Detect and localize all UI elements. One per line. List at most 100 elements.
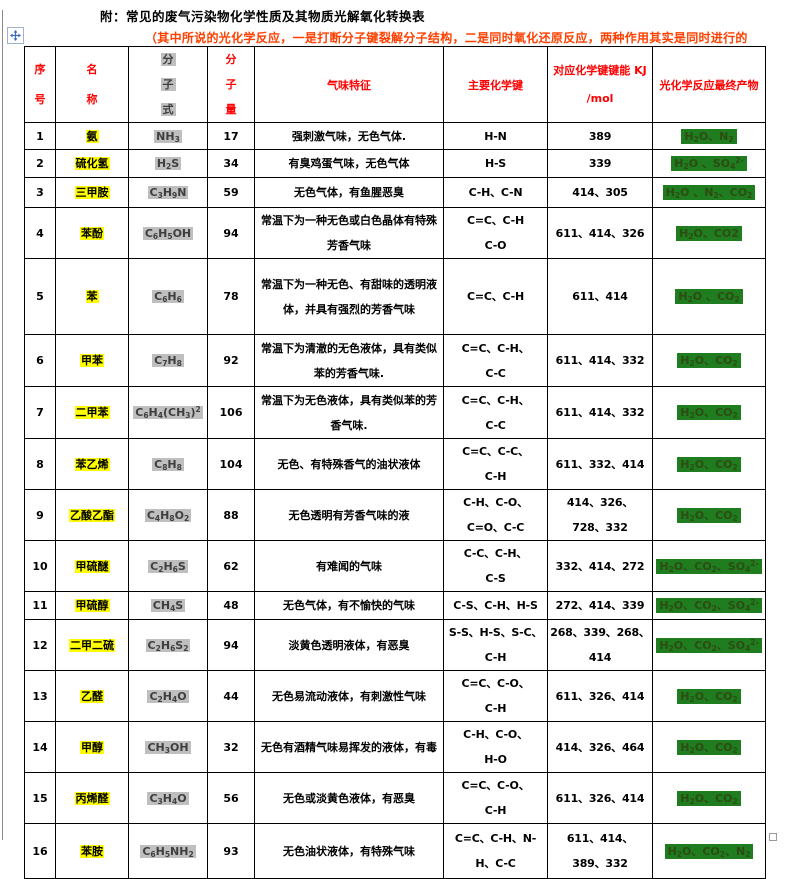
cell-formula[interactable]: C6H5OH bbox=[128, 207, 208, 259]
cell-bonds[interactable]: C=C、C-O、 C-H bbox=[443, 670, 548, 722]
cell-products[interactable]: H2O、CO2 bbox=[652, 670, 766, 722]
cell-bonds[interactable]: C=C、C-H、 C-C bbox=[443, 334, 548, 387]
page-subtitle[interactable]: （其中所说的光化学反应，一是打断分子键裂解分子结构，二是同时氧化还原反应，两种作… bbox=[145, 31, 748, 45]
cell-odor[interactable]: 无色透明有芳香气味的液 bbox=[254, 489, 444, 541]
cell-weight[interactable]: 62 bbox=[207, 540, 255, 592]
cell-name[interactable]: 三甲胺 bbox=[55, 177, 129, 208]
cell-name[interactable]: 硫化氢 bbox=[55, 149, 129, 178]
cell-bond-energy[interactable]: 611、332、414 bbox=[547, 438, 653, 490]
cell-bond-energy[interactable]: 414、326、 728、332 bbox=[547, 489, 653, 541]
cell-bond-energy[interactable]: 611、414、326 bbox=[547, 207, 653, 259]
cell-bond-energy[interactable]: 414、326、464 bbox=[547, 721, 653, 773]
cell-bonds[interactable]: C=C、C-H C-O bbox=[443, 207, 548, 259]
cell-formula[interactable]: H2S bbox=[128, 149, 208, 178]
cell-no[interactable]: 1 bbox=[24, 122, 56, 150]
cell-bonds[interactable]: C-H、C-O、 C=O、C-C bbox=[443, 489, 548, 541]
cell-name[interactable]: 乙酸乙酯 bbox=[55, 489, 129, 541]
cell-bond-energy[interactable]: 339 bbox=[547, 149, 653, 178]
cell-weight[interactable]: 34 bbox=[207, 149, 255, 178]
cell-no[interactable]: 2 bbox=[24, 149, 56, 178]
cell-bonds[interactable]: C-C、C-H、 C-S bbox=[443, 540, 548, 592]
cell-bond-energy[interactable]: 611、326、414 bbox=[547, 670, 653, 722]
cell-weight[interactable]: 32 bbox=[207, 721, 255, 773]
cell-products[interactable]: H2O 、N2、CO2 bbox=[652, 177, 766, 208]
cell-weight[interactable]: 106 bbox=[207, 386, 255, 439]
cell-name[interactable]: 甲苯 bbox=[55, 334, 129, 387]
cell-odor[interactable]: 无色、有特殊香气的油状液体 bbox=[254, 438, 444, 490]
cell-bonds[interactable]: C=C、C-H、 C-C bbox=[443, 386, 548, 439]
cell-products[interactable]: H2O、CO2 bbox=[652, 207, 766, 259]
table-move-handle[interactable] bbox=[7, 27, 24, 44]
cell-formula[interactable]: C6H6 bbox=[128, 258, 208, 335]
cell-bonds[interactable]: S-S、H-S、S-C、 C-H bbox=[443, 619, 548, 671]
cell-bond-energy[interactable]: 414、305 bbox=[547, 177, 653, 208]
cell-bonds[interactable]: C-S、C-H、H-S bbox=[443, 591, 548, 620]
cell-name[interactable]: 甲醇 bbox=[55, 721, 129, 773]
cell-weight[interactable]: 92 bbox=[207, 334, 255, 387]
cell-weight[interactable]: 93 bbox=[207, 823, 255, 879]
cell-formula[interactable]: C8H8 bbox=[128, 438, 208, 490]
cell-odor[interactable]: 无色易流动液体，有刺激性气味 bbox=[254, 670, 444, 722]
cell-formula[interactable]: CH3OH bbox=[128, 721, 208, 773]
cell-weight[interactable]: 78 bbox=[207, 258, 255, 335]
cell-no[interactable]: 11 bbox=[24, 591, 56, 620]
cell-odor[interactable]: 无色或淡黄色液体，有恶臭 bbox=[254, 772, 444, 824]
cell-bond-energy[interactable]: 611、414、332 bbox=[547, 334, 653, 387]
cell-name[interactable]: 甲硫醚 bbox=[55, 540, 129, 592]
cell-no[interactable]: 7 bbox=[24, 386, 56, 439]
cell-bonds[interactable]: H-S bbox=[443, 149, 548, 178]
cell-weight[interactable]: 88 bbox=[207, 489, 255, 541]
cell-bond-energy[interactable]: 272、414、339 bbox=[547, 591, 653, 620]
cell-formula[interactable]: C2H6S2 bbox=[128, 619, 208, 671]
cell-formula[interactable]: C2H6S bbox=[128, 540, 208, 592]
cell-no[interactable]: 15 bbox=[24, 772, 56, 824]
cell-bonds[interactable]: C-H、C-O、 H-O bbox=[443, 721, 548, 773]
cell-formula[interactable]: C2H4O bbox=[128, 670, 208, 722]
cell-odor[interactable]: 强刺激气味，无色气体. bbox=[254, 122, 444, 150]
cell-bond-energy[interactable]: 389 bbox=[547, 122, 653, 150]
cell-bonds[interactable]: H-N bbox=[443, 122, 548, 150]
cell-bond-energy[interactable]: 611、414、332 bbox=[547, 386, 653, 439]
cell-odor[interactable]: 有臭鸡蛋气味，无色气体 bbox=[254, 149, 444, 178]
cell-weight[interactable]: 104 bbox=[207, 438, 255, 490]
cell-weight[interactable]: 59 bbox=[207, 177, 255, 208]
cell-odor[interactable]: 无色油状液体，有特殊气味 bbox=[254, 823, 444, 879]
cell-formula[interactable]: C4H8O2 bbox=[128, 489, 208, 541]
cell-no[interactable]: 13 bbox=[24, 670, 56, 722]
cell-weight[interactable]: 56 bbox=[207, 772, 255, 824]
cell-bond-energy[interactable]: 611、326、414 bbox=[547, 772, 653, 824]
cell-name[interactable]: 乙醛 bbox=[55, 670, 129, 722]
cell-odor[interactable]: 常温下为清澈的无色液体，具有类似苯的芳香气味. bbox=[254, 334, 444, 387]
cell-weight[interactable]: 48 bbox=[207, 591, 255, 620]
cell-no[interactable]: 4 bbox=[24, 207, 56, 259]
cell-bonds[interactable]: C-H、C-N bbox=[443, 177, 548, 208]
cell-weight[interactable]: 17 bbox=[207, 122, 255, 150]
cell-bonds[interactable]: C=C、C-H bbox=[443, 258, 548, 335]
cell-no[interactable]: 14 bbox=[24, 721, 56, 773]
cell-products[interactable]: H2O、N2 bbox=[652, 122, 766, 150]
cell-no[interactable]: 10 bbox=[24, 540, 56, 592]
cell-bonds[interactable]: C=C、C-O、 C-H bbox=[443, 772, 548, 824]
cell-odor[interactable]: 常温下为一种无色或白色晶体有特殊芳香气味 bbox=[254, 207, 444, 259]
cell-products[interactable]: H2O、CO2 bbox=[652, 772, 766, 824]
cell-name[interactable]: 苯乙烯 bbox=[55, 438, 129, 490]
cell-products[interactable]: H2O 、CO2 bbox=[652, 258, 766, 335]
cell-name[interactable]: 二甲二硫 bbox=[55, 619, 129, 671]
cell-name[interactable]: 二甲苯 bbox=[55, 386, 129, 439]
cell-weight[interactable]: 94 bbox=[207, 619, 255, 671]
cell-no[interactable]: 12 bbox=[24, 619, 56, 671]
cell-formula[interactable]: C3H9N bbox=[128, 177, 208, 208]
cell-no[interactable]: 9 bbox=[24, 489, 56, 541]
cell-products[interactable]: H2O、CO2、SO42- bbox=[652, 591, 766, 620]
cell-name[interactable]: 氨 bbox=[55, 122, 129, 150]
cell-products[interactable]: H2O、CO2、SO42- bbox=[652, 540, 766, 592]
cell-products[interactable]: H2O、CO2 bbox=[652, 721, 766, 773]
cell-name[interactable]: 丙烯醛 bbox=[55, 772, 129, 824]
cell-no[interactable]: 8 bbox=[24, 438, 56, 490]
cell-bond-energy[interactable]: 611、414、 389、332 bbox=[547, 823, 653, 879]
cell-products[interactable]: H2O、CO2、SO42- bbox=[652, 619, 766, 671]
cell-odor[interactable]: 无色气体，有不愉快的气味 bbox=[254, 591, 444, 620]
cell-weight[interactable]: 44 bbox=[207, 670, 255, 722]
cell-bonds[interactable]: C=C、C-H、N- H、C-C bbox=[443, 823, 548, 879]
cell-products[interactable]: H2O、CO2 bbox=[652, 489, 766, 541]
